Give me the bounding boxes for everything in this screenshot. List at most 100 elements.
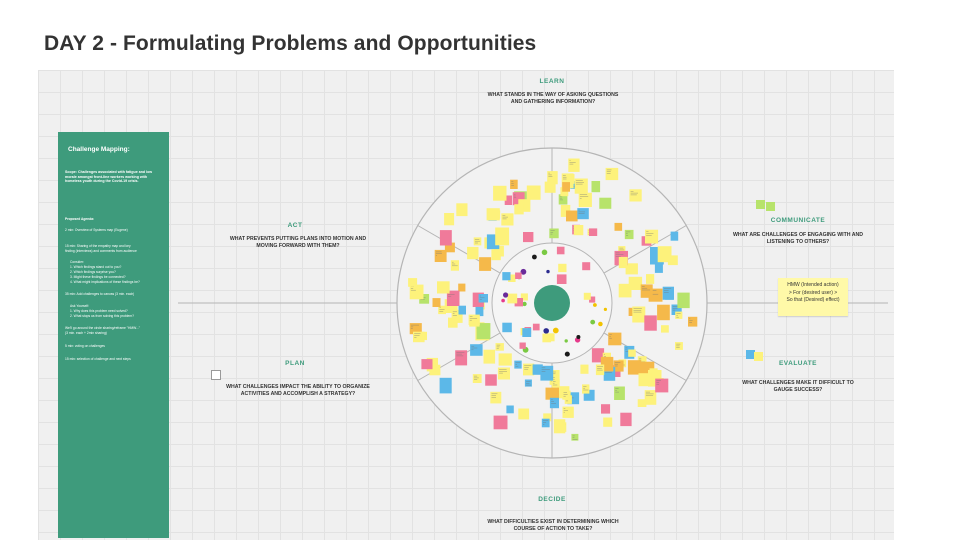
sticky-note[interactable] bbox=[444, 242, 455, 253]
sticky-note[interactable] bbox=[409, 323, 422, 335]
sticky-note[interactable] bbox=[661, 325, 669, 333]
sticky-note[interactable] bbox=[472, 374, 482, 383]
sticky-note[interactable] bbox=[628, 276, 643, 290]
sticky-note[interactable] bbox=[472, 292, 484, 307]
sticky-note[interactable] bbox=[562, 406, 574, 418]
sticky-note[interactable] bbox=[467, 246, 479, 260]
sticky-note[interactable] bbox=[451, 309, 463, 323]
sticky-note[interactable] bbox=[456, 203, 468, 217]
sticky-note[interactable] bbox=[662, 286, 674, 300]
sticky-note[interactable] bbox=[614, 386, 625, 401]
sticky-note[interactable] bbox=[574, 178, 588, 194]
sticky-note[interactable] bbox=[605, 167, 619, 181]
sticky-note[interactable] bbox=[437, 281, 450, 294]
sticky-note[interactable] bbox=[497, 367, 510, 380]
sticky-note[interactable] bbox=[620, 412, 632, 427]
sticky-note[interactable] bbox=[551, 379, 560, 388]
sticky-note[interactable] bbox=[628, 349, 636, 357]
sticky-note[interactable] bbox=[556, 274, 567, 284]
sticky-note[interactable] bbox=[553, 419, 566, 434]
sticky-note[interactable] bbox=[526, 185, 541, 200]
sticky-note[interactable] bbox=[432, 298, 441, 307]
sticky-note[interactable] bbox=[566, 174, 575, 184]
sticky-note[interactable] bbox=[523, 232, 534, 243]
sticky-note[interactable] bbox=[413, 331, 425, 343]
sticky-note[interactable] bbox=[409, 284, 424, 300]
sticky-note[interactable] bbox=[458, 283, 466, 292]
sticky-note[interactable] bbox=[688, 316, 698, 327]
sticky-note[interactable] bbox=[618, 246, 626, 255]
sticky-note[interactable] bbox=[510, 179, 518, 189]
sticky-note[interactable] bbox=[507, 293, 518, 304]
sticky-note[interactable] bbox=[470, 344, 483, 356]
sticky-note[interactable] bbox=[478, 294, 488, 303]
sticky-note[interactable] bbox=[522, 328, 532, 337]
sticky-note[interactable] bbox=[549, 397, 559, 409]
sticky-note[interactable] bbox=[583, 292, 591, 300]
sticky-note[interactable] bbox=[562, 182, 570, 192]
sticky-note[interactable] bbox=[545, 387, 560, 400]
sticky-note[interactable] bbox=[603, 366, 616, 381]
sticky-note[interactable] bbox=[746, 350, 755, 359]
sticky-note[interactable] bbox=[562, 390, 571, 400]
sticky-note[interactable] bbox=[438, 305, 446, 315]
sticky-note[interactable] bbox=[582, 384, 590, 394]
sticky-note[interactable] bbox=[506, 405, 514, 414]
sticky-note[interactable] bbox=[589, 228, 598, 236]
checkbox[interactable] bbox=[211, 370, 221, 380]
sticky-note[interactable] bbox=[558, 194, 568, 205]
sticky-note[interactable] bbox=[595, 364, 605, 376]
sticky-note[interactable] bbox=[543, 413, 552, 422]
sticky-note[interactable] bbox=[502, 272, 511, 281]
sticky-note[interactable] bbox=[540, 365, 554, 381]
sticky-note[interactable] bbox=[632, 306, 646, 323]
sticky-note[interactable] bbox=[520, 293, 528, 301]
sticky-note[interactable] bbox=[644, 315, 657, 331]
sticky-note[interactable] bbox=[670, 231, 679, 241]
sticky-note[interactable] bbox=[638, 373, 652, 387]
sticky-note[interactable] bbox=[627, 360, 642, 375]
sticky-note[interactable] bbox=[439, 230, 452, 246]
sticky-note[interactable] bbox=[493, 185, 507, 201]
whiteboard-canvas[interactable]: Challenge Mapping: Scope: Challenges ass… bbox=[38, 70, 894, 540]
sticky-note[interactable] bbox=[599, 197, 612, 209]
sticky-note[interactable] bbox=[558, 263, 567, 273]
sticky-note[interactable] bbox=[754, 352, 763, 361]
sticky-note[interactable] bbox=[566, 210, 578, 222]
sticky-note[interactable] bbox=[495, 343, 504, 351]
sticky-note[interactable] bbox=[455, 350, 468, 366]
sticky-note[interactable] bbox=[408, 278, 418, 287]
sticky-note[interactable] bbox=[444, 213, 455, 226]
sticky-note[interactable] bbox=[519, 342, 526, 349]
sticky-note[interactable] bbox=[515, 272, 522, 280]
sticky-note[interactable] bbox=[677, 292, 690, 309]
sticky-note[interactable] bbox=[583, 389, 595, 401]
sticky-note[interactable] bbox=[542, 333, 552, 343]
sticky-note[interactable] bbox=[549, 228, 559, 239]
sticky-note[interactable] bbox=[675, 311, 683, 319]
sticky-note[interactable] bbox=[501, 213, 514, 226]
sticky-note[interactable] bbox=[646, 274, 655, 284]
sticky-note[interactable] bbox=[514, 360, 522, 369]
sticky-note[interactable] bbox=[657, 304, 670, 321]
sticky-note[interactable] bbox=[560, 204, 571, 217]
sticky-note[interactable] bbox=[524, 379, 532, 387]
sticky-note[interactable] bbox=[766, 202, 775, 211]
sticky-note[interactable] bbox=[479, 257, 492, 271]
sticky-note[interactable] bbox=[645, 229, 659, 244]
sticky-note[interactable] bbox=[756, 200, 765, 209]
sticky-note[interactable] bbox=[629, 189, 642, 202]
sticky-note[interactable] bbox=[613, 360, 624, 372]
sticky-note[interactable] bbox=[614, 222, 623, 231]
sticky-note[interactable] bbox=[624, 229, 634, 240]
sticky-note[interactable] bbox=[567, 392, 580, 405]
sticky-note[interactable] bbox=[608, 332, 622, 346]
sticky-note[interactable] bbox=[571, 433, 579, 441]
sticky-note[interactable] bbox=[458, 305, 467, 315]
sticky-note[interactable] bbox=[508, 274, 516, 283]
sticky-note[interactable] bbox=[473, 237, 482, 246]
sticky-note[interactable] bbox=[450, 260, 459, 271]
sticky-note[interactable] bbox=[573, 225, 584, 236]
sticky-note[interactable] bbox=[485, 374, 497, 386]
sticky-note[interactable] bbox=[644, 390, 657, 405]
